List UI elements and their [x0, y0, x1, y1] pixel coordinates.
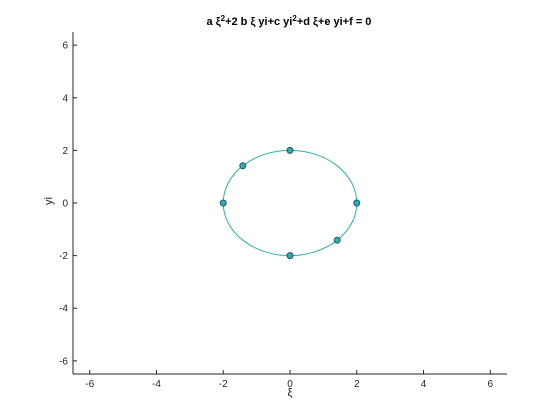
axes: [72, 32, 507, 375]
x-tick-label: 4: [421, 379, 427, 390]
title-part-3: +d ξ+e yi+f = 0: [297, 16, 372, 28]
y-tick-label: -2: [59, 251, 68, 262]
x-tick-label: 6: [488, 379, 494, 390]
ticks: -6 -4 -2 0 2 4 6 -6 -4 -2 0 2 4 6: [59, 41, 493, 390]
x-tick-label: -6: [85, 379, 94, 390]
data-point: [333, 236, 341, 244]
x-tick-label: -4: [152, 379, 161, 390]
y-tick-label: 0: [62, 199, 68, 210]
title-part-2: +2 b ξ yi+c yi: [225, 16, 292, 28]
title-superscript-2: 2: [292, 14, 297, 23]
y-tick-label: 6: [62, 41, 68, 52]
data-point: [286, 252, 294, 260]
x-tick-label: 2: [354, 379, 360, 390]
y-tick-label: 2: [62, 146, 68, 157]
y-tick-label: 4: [62, 93, 68, 104]
data-point: [219, 199, 227, 207]
title-part-1: a ξ: [207, 16, 221, 28]
series-layer: [219, 146, 361, 260]
y-axis-label: yi: [43, 197, 55, 205]
chart-title: a ξ2+2 b ξ yi+c yi2+d ξ+e yi+f = 0: [207, 14, 372, 28]
x-tick-label: 0: [287, 379, 293, 390]
y-tick-label: -6: [59, 356, 68, 367]
title-superscript-1: 2: [221, 14, 226, 23]
data-point: [239, 162, 247, 170]
data-point: [286, 146, 294, 154]
x-tick-label: -2: [219, 379, 228, 390]
y-tick-label: -4: [59, 304, 68, 315]
x-axis-label: ξ: [288, 387, 293, 399]
data-point: [353, 199, 361, 207]
